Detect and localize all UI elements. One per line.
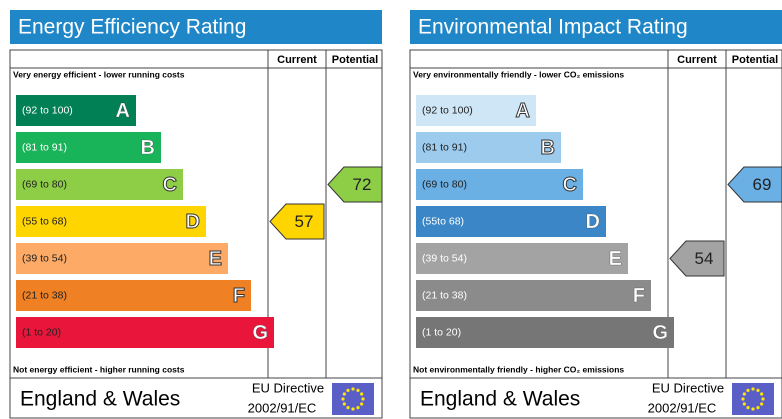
band-range: (69 to 80) [422,178,467,190]
eu-star [746,388,750,392]
panel-title: Energy Efficiency Rating [18,16,246,39]
rating-band [416,132,561,163]
potential-header: Potential [332,54,378,66]
band-range: (21 to 38) [422,289,467,301]
eu-star [741,397,745,401]
rating-band [416,95,536,126]
footer-code: 2002/91/EC [648,400,717,415]
bottom-note: Not energy efficient - higher running co… [13,364,185,374]
rating-band [416,206,606,237]
rating-panel: Energy Efficiency Rating Current Potential… [9,10,383,419]
rating-band [416,280,651,311]
band-range: (92 to 100) [22,104,73,116]
potential-arrow [327,166,383,203]
rating-band [416,243,628,274]
current-arrow [269,203,325,240]
title-bar [410,10,782,44]
rating-band [416,317,674,348]
eu-star [761,397,765,401]
top-note: Very environmentally friendly - lower CO… [413,69,624,79]
eu-star [751,407,755,411]
potential-value: 69 [753,175,772,194]
rating-band [16,206,206,237]
current-value: 57 [295,212,314,231]
eu-star [756,388,760,392]
footer-directive: EU Directive [252,380,324,395]
rating-panel: Environmental Impact Rating Current Potent… [409,10,782,419]
eu-star [342,392,346,396]
rating-band [16,169,183,200]
band-range: (21 to 38) [22,289,67,301]
eu-star [361,397,365,401]
current-value: 54 [695,249,714,268]
rating-band [16,243,228,274]
eu-star [356,406,360,410]
band-letter: G [252,322,268,344]
band-range: (39 to 54) [22,252,67,264]
band-range: (1 to 20) [22,326,61,338]
band-letter: B [141,137,155,159]
eu-star [742,402,746,406]
footer-directive: EU Directive [652,380,724,395]
eu-star [341,397,345,401]
eu-star [346,406,350,410]
rating-band [416,169,583,200]
potential-header: Potential [732,54,778,66]
band-letter: A [516,100,530,122]
band-letter: E [209,248,222,270]
rating-band [16,132,161,163]
rating-band [16,280,251,311]
footer-region: England & Wales [420,388,580,411]
band-range: (55 to 68) [22,215,67,227]
eu-star [351,387,355,391]
eu-star [742,392,746,396]
footer-region: England & Wales [20,388,180,411]
current-header: Current [677,54,717,66]
footer-code: 2002/91/EC [248,400,317,415]
band-letter: A [116,100,130,122]
eu-star [360,402,364,406]
band-range: (81 to 91) [22,141,67,153]
band-range: (69 to 80) [22,178,67,190]
band-letter: C [563,174,577,196]
band-range: (39 to 54) [422,252,467,264]
eu-star [760,392,764,396]
eu-star [351,407,355,411]
band-range: (92 to 100) [422,104,473,116]
current-arrow [669,240,725,277]
eu-star [342,402,346,406]
band-letter: F [233,285,245,307]
eu-star [360,392,364,396]
title-bar [10,10,382,44]
panel-frame [409,49,782,419]
panel-title: Environmental Impact Rating [418,16,688,39]
eu-star [751,387,755,391]
panel-frame [9,49,383,419]
potential-value: 72 [353,175,372,194]
rating-band [16,317,274,348]
band-letter: C [163,174,177,196]
eu-star [356,388,360,392]
potential-arrow [727,166,782,203]
band-range: (1 to 20) [422,326,461,338]
eu-star [760,402,764,406]
eu-star [756,406,760,410]
bottom-note: Not environmentally friendly - higher CO… [413,364,624,374]
band-letter: D [586,211,600,233]
eu-star [346,388,350,392]
rating-band [16,95,136,126]
band-letter: E [609,248,622,270]
eu-star [746,406,750,410]
top-note: Very energy efficient - lower running co… [13,69,185,79]
current-header: Current [277,54,317,66]
band-letter: D [186,211,200,233]
band-letter: G [652,322,668,344]
band-letter: B [541,137,555,159]
band-letter: F [633,285,645,307]
band-range: (55to 68) [422,215,464,227]
band-range: (81 to 91) [422,141,467,153]
